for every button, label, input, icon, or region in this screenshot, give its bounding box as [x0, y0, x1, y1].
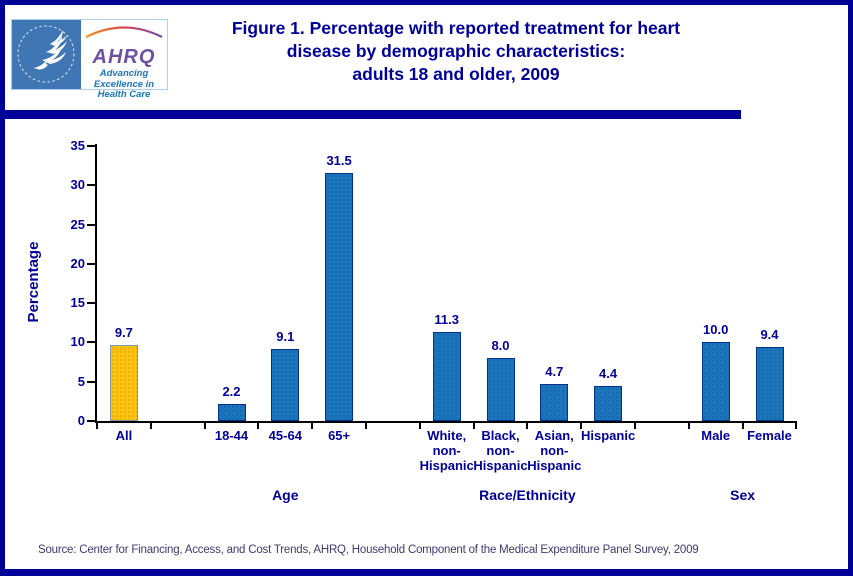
y-axis-tick — [87, 262, 95, 265]
ahrq-arc-icon — [85, 26, 163, 38]
bar-hispanic — [594, 386, 623, 421]
y-tick-label: 30 — [70, 177, 85, 193]
figure-title: Figure 1. Percentage with reported treat… — [170, 17, 742, 86]
y-axis-line — [95, 144, 97, 423]
title-line-3: adults 18 and older, 2009 — [352, 64, 560, 84]
frame-left — [0, 0, 5, 576]
bar-value-all: 9.7 — [114, 325, 133, 340]
frame-bottom — [0, 569, 853, 576]
category-label-black-non-hispanic: Black, — [481, 428, 520, 443]
ahrq-tagline: Advancing Excellence in Health Care — [81, 68, 167, 101]
ahrq-logo: AHRQ Advancing Excellence in Health Care — [81, 20, 167, 100]
bar-value-hispanic: 4.4 — [599, 366, 618, 381]
x-axis-tick — [741, 421, 744, 429]
x-axis-tick — [203, 421, 206, 429]
category-label-hispanic: Hispanic — [581, 428, 636, 443]
x-axis-tick — [634, 421, 636, 429]
x-axis-tick — [257, 421, 260, 429]
category-label-white-non-hispanic: White, — [427, 428, 467, 443]
y-axis-tick — [87, 184, 95, 187]
y-axis-tick — [87, 420, 95, 422]
y-tick-label: 0 — [77, 413, 85, 428]
bar-value-asian-non-hispanic: 4.7 — [545, 364, 564, 379]
category-label-asian-non-hispanic: non- — [540, 443, 569, 458]
title-line-1: Figure 1. Percentage with reported treat… — [231, 18, 681, 38]
category-label-male: Male — [701, 428, 731, 443]
group-label-race-ethnicity: Race/Ethnicity — [479, 487, 576, 503]
title-line-2: disease by demographic characteristics: — [286, 41, 626, 61]
frame-top — [0, 0, 853, 5]
category-label-45-64: 45-64 — [268, 428, 302, 443]
bar-value-male: 10.0 — [703, 322, 729, 337]
category-label-asian-non-hispanic: Asian, — [534, 428, 574, 443]
bar-female — [755, 347, 784, 421]
y-tick-label: 5 — [77, 373, 85, 389]
category-label-white-non-hispanic: Hispanic — [419, 458, 474, 473]
bar-18-44 — [217, 404, 246, 421]
ahrq-hhs-logo: AHRQ Advancing Excellence in Health Care — [11, 19, 168, 100]
y-axis-tick — [87, 145, 95, 147]
bar-value-18-44: 2.2 — [222, 384, 241, 399]
y-axis-tick — [87, 302, 95, 305]
x-axis-tick — [472, 421, 475, 429]
bar-value-65+: 31.5 — [326, 153, 352, 168]
bar-white-non-hispanic — [432, 332, 461, 421]
tagline-line-3: Health Care — [97, 89, 151, 100]
x-axis-tick — [365, 421, 367, 429]
bar-value-45-64: 9.1 — [276, 329, 295, 344]
tagline-line-2: Excellence in — [93, 78, 155, 90]
category-label-65+: 65+ — [328, 428, 351, 443]
source-note: Source: Center for Financing, Access, an… — [38, 544, 699, 556]
y-tick-label: 20 — [70, 255, 85, 271]
bar-asian-non-hispanic — [540, 384, 569, 421]
bar-value-white-non-hispanic: 11.3 — [434, 312, 459, 327]
category-label-black-non-hispanic: Hispanic — [473, 458, 528, 473]
bar-65+ — [325, 173, 354, 421]
x-axis-line — [95, 421, 797, 423]
y-axis-tick — [87, 380, 95, 383]
bar-value-female: 9.4 — [760, 327, 779, 342]
tagline-line-1: Advancing — [99, 68, 149, 79]
y-axis-tick — [87, 341, 95, 344]
y-axis-title: Percentage — [25, 241, 42, 323]
group-label-sex: Sex — [730, 487, 756, 503]
x-axis-tick — [149, 421, 152, 429]
x-axis-tick — [795, 421, 798, 429]
y-axis-tick — [87, 223, 95, 226]
x-axis-tick — [526, 421, 529, 429]
hhs-eagle-icon — [17, 25, 75, 83]
y-tick-label: 25 — [70, 216, 85, 232]
category-label-white-non-hispanic: non- — [432, 443, 461, 458]
x-axis-tick — [311, 421, 314, 429]
group-label-age: Age — [272, 487, 299, 503]
x-axis-tick — [418, 421, 421, 429]
category-label-18-44: 18-44 — [214, 428, 249, 443]
y-tick-label: 35 — [70, 138, 85, 153]
category-label-female: Female — [747, 428, 792, 443]
category-label-asian-non-hispanic: Hispanic — [527, 458, 582, 473]
bar-value-black-non-hispanic: 8.0 — [491, 338, 510, 353]
category-label-black-non-hispanic: non- — [486, 443, 515, 458]
bar-black-non-hispanic — [486, 358, 515, 421]
bar-male — [701, 342, 730, 421]
x-axis-tick — [96, 421, 98, 429]
y-tick-label: 10 — [70, 334, 85, 350]
y-tick-label: 15 — [70, 295, 85, 311]
category-label-all: All — [115, 428, 133, 443]
x-axis-tick — [687, 421, 690, 429]
header-divider-bar — [0, 110, 741, 119]
bar-45-64 — [271, 349, 300, 421]
ahrq-acronym: AHRQ — [92, 46, 156, 68]
frame-right — [848, 0, 853, 576]
bar-all — [109, 345, 138, 421]
x-axis-tick — [580, 421, 583, 429]
hhs-eagle-logo — [12, 20, 81, 89]
